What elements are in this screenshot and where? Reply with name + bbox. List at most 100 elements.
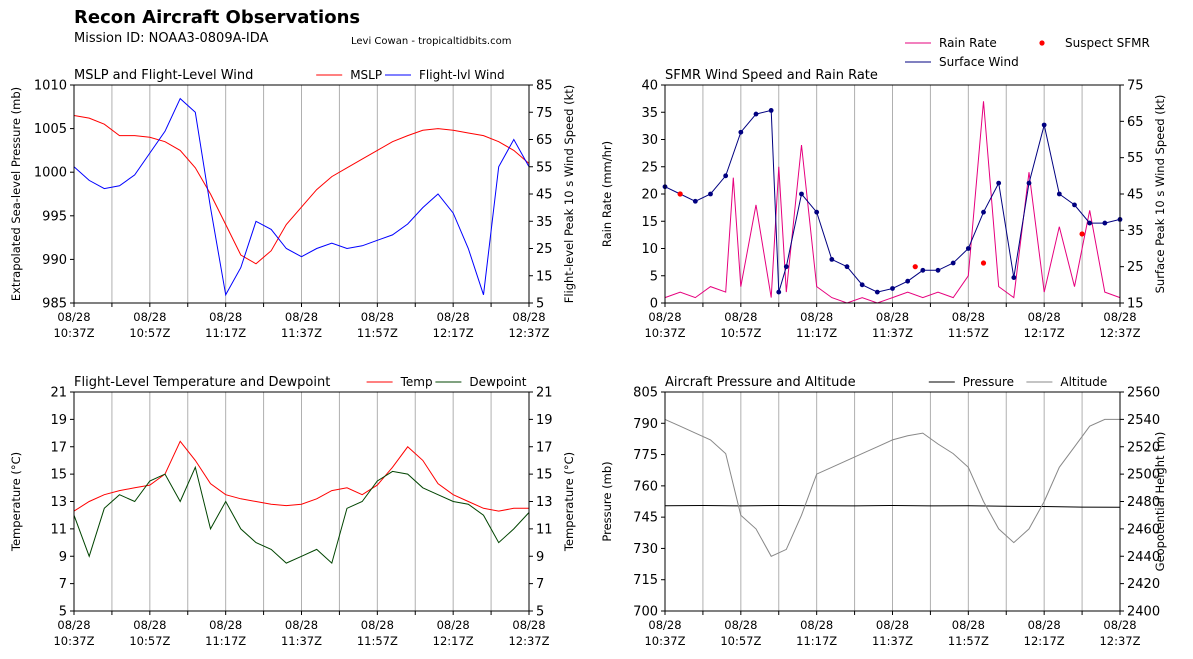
- y-axis-label-right: Geopotential Height (m): [1153, 432, 1167, 572]
- x-tick-label-date: 08/28: [133, 618, 166, 632]
- y-tick-label-left: 790: [633, 417, 658, 432]
- suspect-sfmr-point: [677, 191, 683, 197]
- y-tick-label-right: 65: [1127, 115, 1144, 130]
- x-tick-label-date: 08/28: [437, 310, 470, 324]
- x-tick-label-time: 11:37Z: [872, 634, 913, 648]
- x-tick-label-date: 08/28: [648, 310, 681, 324]
- mission-id: Mission ID: NOAA3-0809A-IDA: [74, 31, 269, 46]
- y-tick-label-right: 5: [536, 605, 544, 620]
- surface-wind-point: [1041, 122, 1047, 128]
- x-tick-label-date: 08/28: [57, 310, 90, 324]
- y-tick-label-right: 45: [536, 188, 553, 203]
- surface-wind-point: [996, 180, 1002, 186]
- surface-wind-point: [783, 264, 789, 270]
- y-tick-label-right: 11: [536, 522, 553, 537]
- panel-title: Aircraft Pressure and Altitude: [665, 375, 856, 390]
- suspect-sfmr-point: [980, 260, 987, 266]
- x-tick-label-date: 08/28: [876, 618, 909, 632]
- x-tick-label-time: 11:17Z: [796, 326, 837, 340]
- y-tick-label-left: 20: [641, 188, 658, 203]
- x-tick-label-date: 08/28: [1028, 310, 1061, 324]
- surface-wind-point: [1026, 180, 1032, 186]
- panel-title: MSLP and Flight-Level Wind: [74, 68, 253, 83]
- x-tick-label-date: 08/28: [724, 310, 757, 324]
- page-title: Recon Aircraft Observations: [74, 7, 361, 28]
- y-tick-label-left: 730: [633, 542, 658, 557]
- legend-label: Dewpoint: [469, 375, 526, 389]
- x-tick-label-date: 08/28: [1103, 310, 1136, 324]
- x-tick-label-time: 11:17Z: [205, 634, 246, 648]
- y-tick-label-left: 995: [42, 209, 67, 224]
- y-tick-label-right: 2540: [1127, 413, 1160, 428]
- x-tick-label-date: 08/28: [209, 618, 242, 632]
- x-tick-label-date: 08/28: [724, 618, 757, 632]
- credit-text: Levi Cowan - tropicaltidbits.com: [351, 36, 512, 47]
- x-tick-label-date: 08/28: [209, 310, 242, 324]
- y-tick-label-left: 7: [59, 577, 67, 592]
- surface-wind-point: [905, 278, 911, 284]
- y-tick-label-right: 65: [536, 133, 553, 148]
- x-tick-label-time: 11:57Z: [357, 634, 398, 648]
- y-tick-label-right: 2480: [1127, 495, 1160, 510]
- y-tick-label-right: 75: [536, 106, 553, 121]
- surface-wind-point: [1072, 202, 1077, 208]
- y-tick-label-right: 7: [536, 577, 544, 592]
- surface-wind-point: [723, 173, 729, 179]
- x-tick-label-time: 12:17Z: [433, 326, 474, 340]
- y-tick-label-left: 15: [50, 468, 67, 483]
- y-tick-label-left: 5: [59, 605, 67, 620]
- y-tick-label-left: 715: [633, 573, 658, 588]
- suspect-sfmr-point: [1079, 231, 1085, 237]
- x-tick-label-date: 08/28: [876, 310, 909, 324]
- y-tick-label-left: 10: [641, 242, 658, 257]
- surface-wind-point: [935, 267, 941, 273]
- y-tick-label-right: 35: [1127, 224, 1144, 239]
- x-tick-label-time: 10:57Z: [129, 326, 170, 340]
- surface-wind-point: [874, 289, 880, 295]
- x-tick-label-time: 11:57Z: [948, 326, 989, 340]
- y-axis-label-right: Temperature (°C): [562, 452, 576, 552]
- y-tick-label-left: 35: [641, 106, 658, 121]
- legend-label: Flight-lvl Wind: [419, 68, 505, 82]
- chart-temp_dew: 5 7 9 11 13 15 17 19 21 5 7 9 11 13 15 17 19 21 08/28 10:37…: [9, 375, 576, 648]
- legend: MSLP Flight-lvl Wind: [316, 68, 505, 82]
- y-tick-label-left: 0: [650, 297, 658, 312]
- x-tick-label-date: 08/28: [952, 310, 985, 324]
- suspect-sfmr-point: [912, 264, 918, 270]
- x-tick-label-time: 11:57Z: [948, 634, 989, 648]
- surface-wind-point: [738, 129, 744, 135]
- y-tick-label-right: 2460: [1127, 522, 1160, 537]
- x-tick-label-date: 08/28: [952, 618, 985, 632]
- legend: Pressure Altitude: [928, 375, 1107, 389]
- y-axis-label-right: Surface Peak 10 s Wind Speed (kt): [1153, 95, 1167, 294]
- x-tick-label-time: 12:17Z: [1024, 634, 1065, 648]
- x-tick-label-time: 12:37Z: [1099, 634, 1140, 648]
- x-tick-label-time: 12:37Z: [508, 326, 549, 340]
- x-tick-label-date: 08/28: [133, 310, 166, 324]
- y-tick-label-left: 990: [42, 253, 67, 268]
- chart-sfmr: 0 5 10 15 20 25 30 35 40 15 25 35 45 55 65 75 08/28 10:37…: [600, 36, 1167, 340]
- surface-wind-point: [829, 257, 835, 262]
- y-tick-label-right: 2440: [1127, 550, 1160, 565]
- y-tick-label-right: 2520: [1127, 440, 1160, 455]
- legend-label: Suspect SFMR: [1065, 36, 1150, 50]
- y-tick-label-left: 775: [633, 448, 658, 463]
- x-tick-label-time: 11:37Z: [281, 634, 322, 648]
- x-tick-label-time: 10:37Z: [644, 326, 685, 340]
- y-tick-label-right: 15: [536, 269, 553, 284]
- x-tick-label-date: 08/28: [57, 618, 90, 632]
- x-tick-label-time: 12:17Z: [433, 634, 474, 648]
- surface-wind-point: [920, 267, 926, 273]
- x-tick-label-time: 11:17Z: [205, 326, 246, 340]
- x-tick-label-date: 08/28: [1103, 618, 1136, 632]
- surface-wind-point: [814, 209, 820, 215]
- series-surface-wind: [664, 109, 1121, 293]
- y-axis-label-left: Extrapolated Sea-level Pressure (mb): [9, 87, 23, 301]
- x-tick-label-time: 10:57Z: [720, 326, 761, 340]
- y-tick-label-right: 19: [536, 413, 553, 428]
- y-tick-label-right: 15: [1127, 297, 1144, 312]
- x-tick-label-date: 08/28: [1028, 618, 1061, 632]
- series-altitude: [664, 418, 1120, 557]
- y-tick-label-left: 1010: [34, 79, 67, 94]
